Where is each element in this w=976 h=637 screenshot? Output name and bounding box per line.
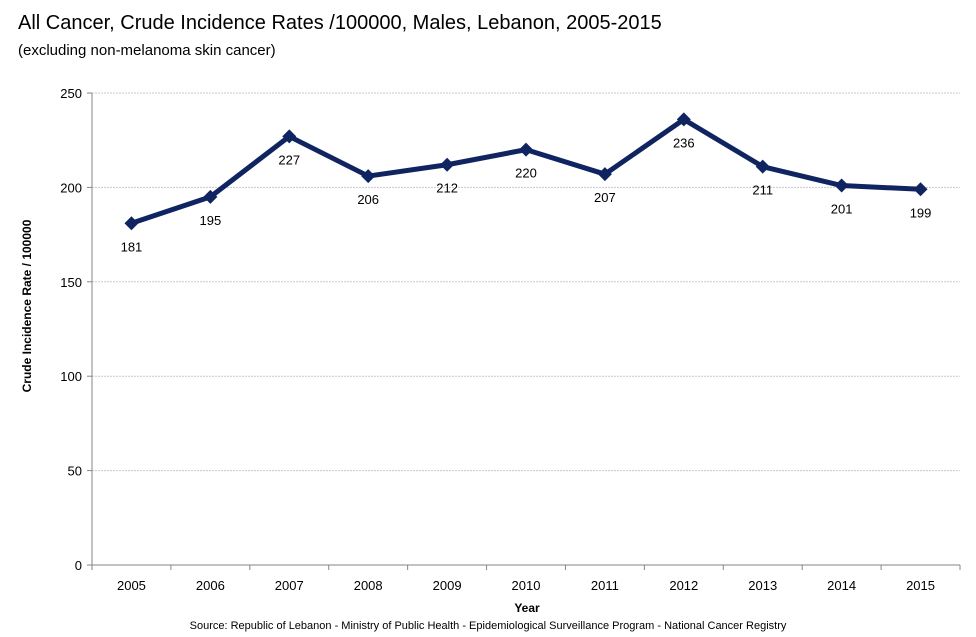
y-axis-label: Crude Incidence Rate / 100000: [20, 219, 34, 392]
chart-title: All Cancer, Crude Incidence Rates /10000…: [18, 12, 662, 34]
y-tick-label: 200: [60, 180, 82, 195]
data-label: 207: [594, 190, 616, 205]
gridlines: [92, 92, 960, 472]
y-tick-labels: 0 50 100 150 200 250: [60, 86, 82, 573]
x-tick-label: 2013: [748, 578, 777, 593]
data-label: 211: [752, 183, 773, 198]
data-point-marker: [597, 167, 612, 182]
x-tick-label: 2007: [275, 578, 304, 593]
data-label: 181: [121, 239, 143, 254]
data-point-marker: [755, 159, 770, 174]
y-tick-label: 250: [60, 86, 82, 101]
data-label: 236: [673, 135, 695, 150]
x-tick-label: 2014: [827, 578, 856, 593]
y-tick-label: 100: [60, 369, 82, 384]
data-point-marker: [913, 182, 928, 197]
y-tick-label: 0: [75, 558, 82, 573]
source-note: Source: Republic of Lebanon - Ministry o…: [189, 620, 787, 632]
data-label: 199: [910, 205, 932, 220]
x-axis-label: Year: [514, 601, 540, 615]
y-tick-label: 150: [60, 275, 82, 290]
x-tick-label: 2005: [117, 578, 146, 593]
data-point-marker: [124, 216, 139, 231]
x-tick-labels: 2005 2006 2007 2008 2009 2010 2011 2012 2013 2014…: [117, 578, 935, 593]
x-tick-label: 2006: [196, 578, 225, 593]
data-point-marker: [519, 142, 533, 157]
data-label: 206: [357, 192, 379, 207]
data-label: 227: [278, 152, 300, 167]
data-point-marker: [440, 157, 455, 172]
data-point-marker: [676, 112, 691, 127]
x-tick-label: 2011: [591, 578, 619, 593]
data-labels: 181 195 227 206 212 220 207 236 211 201 199: [121, 135, 932, 254]
data-label: 195: [200, 213, 222, 228]
series-males: [124, 112, 928, 231]
y-tick-label: 50: [68, 464, 82, 479]
chart-subtitle: (excluding non-melanoma skin cancer): [18, 42, 276, 59]
data-label: 212: [436, 181, 458, 196]
data-point-marker: [361, 169, 376, 184]
x-tick-label: 2009: [433, 578, 462, 593]
x-tick-label: 2012: [669, 578, 698, 593]
data-label: 201: [831, 202, 853, 217]
data-point-marker: [834, 178, 849, 193]
x-tick-label: 2015: [906, 578, 935, 593]
data-point-marker: [282, 129, 297, 144]
x-tick-label: 2010: [512, 578, 541, 593]
data-point-marker: [203, 189, 218, 204]
data-label: 220: [515, 166, 537, 181]
axes: [87, 92, 961, 570]
x-tick-label: 2008: [354, 578, 383, 593]
